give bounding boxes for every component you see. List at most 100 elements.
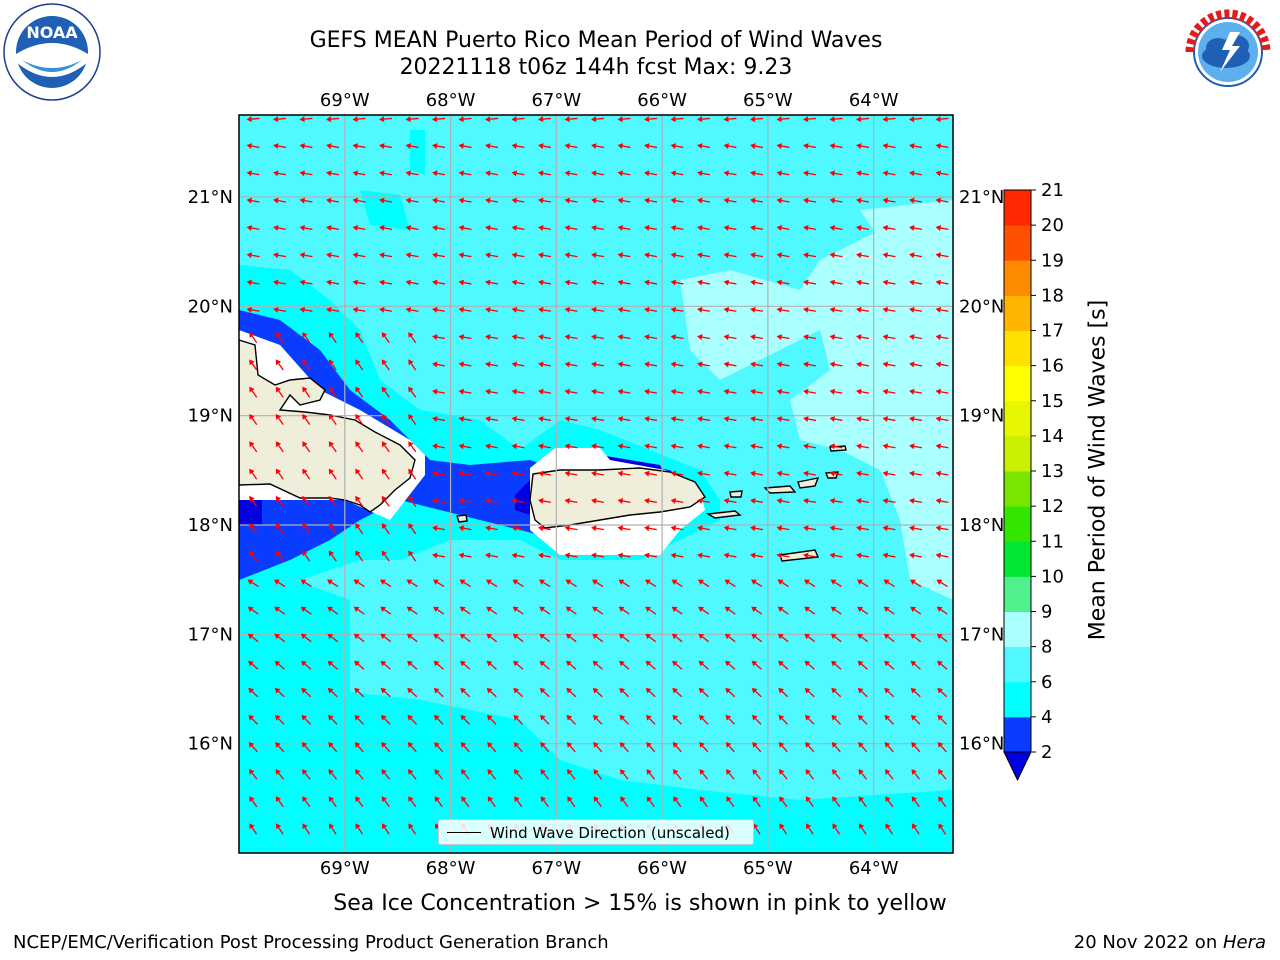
arrow-head: [619, 660, 625, 667]
arrow-head: [458, 361, 465, 368]
arrow-head: [275, 769, 281, 775]
wave-direction-arrow: [779, 823, 788, 835]
wave-direction-arrow: [644, 224, 658, 231]
wave-direction-arrow: [432, 361, 446, 368]
wave-direction-arrow: [564, 525, 578, 532]
arrow-shaft: [781, 117, 790, 120]
arrow-shaft: [463, 391, 472, 394]
virgin-islands: [763, 485, 797, 494]
wave-direction-arrow: [432, 388, 446, 395]
arrow-head: [434, 823, 441, 830]
arrow-shaft: [913, 527, 923, 531]
arrow-head: [697, 170, 703, 177]
wave-direction-arrow: [328, 441, 337, 453]
wave-direction-arrow: [644, 252, 658, 259]
wave-direction-arrow: [246, 197, 260, 204]
arrow-head: [299, 197, 306, 204]
arrow-shaft: [702, 745, 709, 753]
arrow-shaft: [384, 335, 390, 344]
wave-direction-arrow: [829, 306, 843, 313]
arrow-head: [937, 660, 943, 667]
wave-direction-arrow: [591, 361, 605, 368]
arrow-head: [565, 633, 572, 640]
arrow-head: [458, 552, 465, 559]
wave-direction-arrow: [725, 660, 736, 670]
arrow-head: [275, 468, 282, 475]
arrow-shaft: [728, 745, 735, 753]
wave-direction-arrow: [591, 224, 605, 231]
arrow-head: [432, 552, 438, 559]
arrow-shaft: [251, 309, 260, 312]
wave-direction-arrow: [379, 279, 393, 286]
arrow-shaft: [410, 526, 417, 535]
wave-direction-arrow: [829, 388, 843, 395]
wave-direction-arrow: [539, 660, 550, 670]
arrow-head: [275, 495, 282, 502]
colorbar-segment: [1004, 576, 1031, 612]
arrow-shaft: [887, 581, 895, 588]
arrow-shaft: [781, 281, 790, 285]
wave-direction-arrow: [697, 279, 711, 286]
wave-direction-arrow: [909, 552, 923, 559]
wave-direction-arrow: [564, 306, 578, 313]
wave-direction-arrow: [829, 334, 843, 341]
arrow-shaft: [754, 527, 764, 531]
arrow-head: [511, 306, 518, 313]
arrow-shaft: [781, 472, 790, 476]
arrow-head: [725, 687, 731, 694]
arrow-head: [434, 769, 440, 775]
wave-direction-arrow: [538, 552, 552, 559]
arrow-head: [327, 606, 333, 612]
wave-direction-arrow: [882, 252, 896, 259]
arrow-head: [246, 116, 252, 123]
arrow-shaft: [569, 445, 578, 449]
wave-direction-arrow: [302, 386, 311, 398]
arrow-head: [432, 116, 438, 123]
arrow-shaft: [648, 227, 658, 230]
arrow-shaft: [701, 391, 711, 394]
arrow-head: [804, 633, 811, 640]
arrow-head: [619, 687, 625, 694]
wave-direction-arrow: [299, 143, 313, 149]
wave-direction-arrow: [301, 742, 311, 753]
arrow-shaft: [913, 227, 923, 230]
wave-direction-arrow: [511, 170, 525, 177]
arrow-head: [273, 252, 279, 259]
wave-direction-arrow: [486, 633, 498, 643]
wave-direction-arrow: [328, 823, 337, 835]
arrow-head: [803, 170, 809, 177]
wave-direction-arrow: [697, 416, 711, 422]
wave-direction-arrow: [617, 552, 631, 559]
arrow-head: [564, 497, 571, 504]
arrow-head: [246, 252, 253, 259]
arrow-head: [909, 361, 915, 368]
wave-direction-arrow: [726, 796, 735, 808]
wave-direction-arrow: [379, 116, 393, 123]
colorbar-segment: [1004, 611, 1031, 648]
wave-direction-arrow: [938, 796, 947, 808]
arrow-head: [778, 742, 785, 748]
arrow-head: [884, 769, 891, 775]
arrow-head: [909, 552, 915, 559]
wave-direction-arrow: [565, 606, 577, 615]
wave-direction-arrow: [856, 252, 870, 259]
wave-direction-arrow: [328, 386, 337, 398]
arrow-shaft: [940, 636, 948, 643]
chart-title: GEFS MEAN Puerto Rico Mean Period of Win…: [309, 28, 883, 53]
wave-direction-arrow: [831, 687, 842, 698]
arrow-shaft: [887, 336, 896, 340]
arrow-shaft: [675, 363, 684, 367]
arrow-head: [750, 197, 756, 204]
arrow-head: [328, 359, 335, 366]
wave-direction-arrow: [300, 606, 312, 615]
arrow-head: [275, 386, 282, 393]
arrow-head: [884, 742, 891, 748]
arrow-shaft: [860, 500, 870, 503]
arrow-head: [832, 823, 838, 830]
wave-direction-arrow: [697, 252, 711, 259]
wave-direction-arrow: [857, 579, 869, 588]
arrow-shaft: [648, 445, 658, 449]
arrow-shaft: [728, 500, 737, 503]
arrow-shaft: [463, 254, 472, 258]
arrow-head: [670, 170, 677, 177]
